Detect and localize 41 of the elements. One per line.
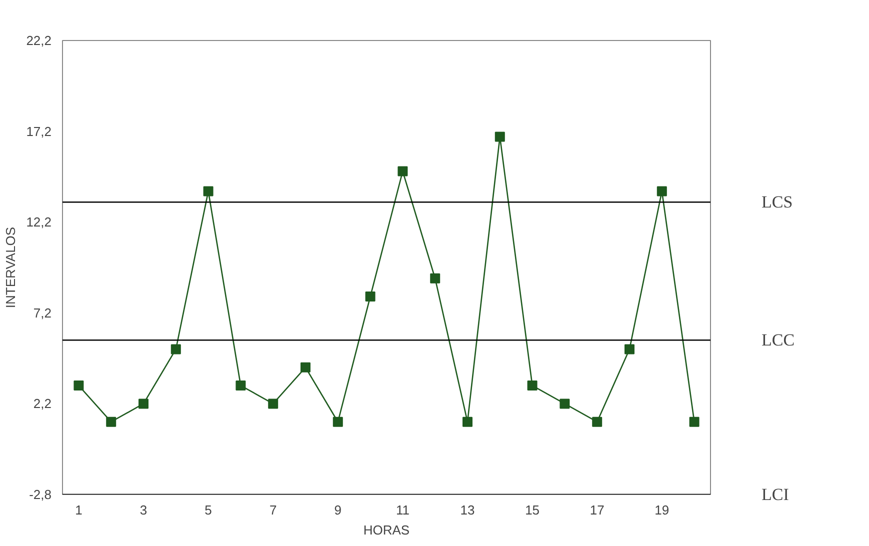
point: [106, 416, 116, 427]
point: [268, 398, 278, 409]
x-tick-label: 15: [525, 502, 540, 518]
point: [365, 292, 376, 302]
point: [332, 416, 343, 427]
point: [527, 380, 538, 391]
x-tick-label: 17: [590, 502, 604, 518]
point: [430, 273, 440, 284]
y-tick-label: 12,2: [26, 214, 52, 230]
x-tick-label: 11: [396, 502, 410, 518]
y-tick-label: 17,2: [26, 124, 52, 139]
point: [170, 344, 181, 354]
point: [592, 416, 602, 427]
ref-line-label: LCC: [762, 330, 795, 350]
ref-line-label: LCS: [762, 192, 793, 212]
point: [656, 186, 667, 196]
x-tick-label: 5: [204, 502, 212, 518]
point: [462, 416, 472, 427]
point: [138, 398, 148, 409]
x-tick-label: 9: [334, 502, 342, 518]
y-axis-title: INTERVALOS: [3, 226, 18, 308]
x-tick-label: 3: [140, 502, 148, 518]
point: [300, 362, 310, 372]
point: [74, 380, 84, 391]
x-axis-title: HORAS: [363, 522, 410, 538]
ref-line-label: LCI: [762, 485, 790, 504]
point: [560, 398, 570, 409]
y-tick-label: 22,2: [26, 33, 52, 48]
point: [236, 380, 246, 391]
x-tick-label: 7: [269, 502, 277, 518]
point: [398, 166, 408, 176]
point: [203, 186, 214, 196]
y-tick-label: 2,2: [33, 396, 52, 412]
x-tick-label: 19: [654, 502, 670, 518]
point: [689, 416, 700, 427]
point: [494, 132, 505, 142]
y-tick-label: 7,2: [33, 305, 52, 320]
point: [624, 344, 634, 354]
y-tick-label: -2,8: [29, 487, 52, 502]
x-tick-label: 1: [75, 502, 82, 518]
x-tick-label: 13: [460, 502, 475, 518]
